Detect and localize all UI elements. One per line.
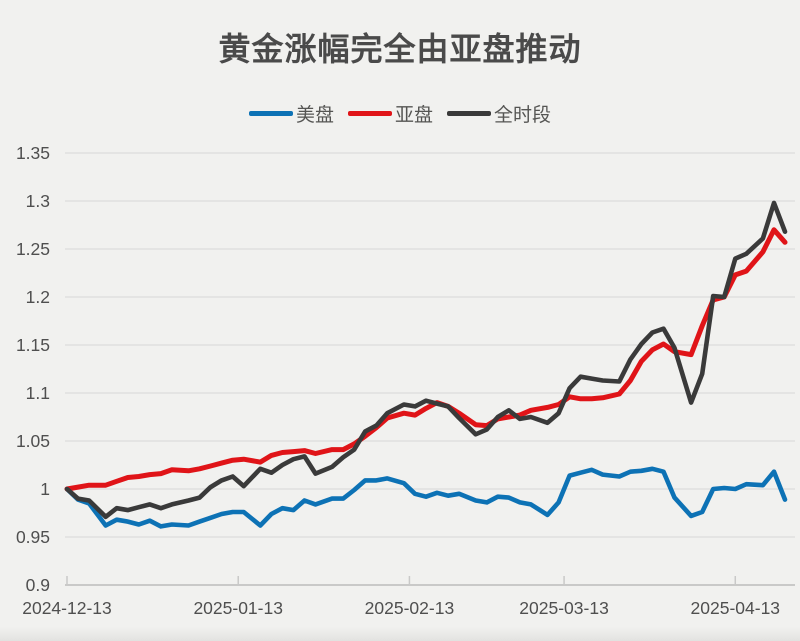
y-tick-label-1.2: 1.2 [26, 287, 50, 307]
y-tick-label-0.9: 0.9 [26, 575, 50, 595]
legend-swatch-full [447, 110, 491, 116]
legend-label-asia: 亚盘 [394, 104, 433, 126]
legend-item-us: 美盘 [248, 100, 334, 127]
series-line-full [64, 200, 788, 520]
x-tick-label-2025-03-13: 2025-03-13 [519, 598, 609, 618]
y-tick-label-1.35: 1.35 [16, 143, 50, 163]
legend-item-full: 全时段 [447, 100, 551, 127]
series-line-asia [64, 227, 788, 492]
x-tick-label-2024-12-13: 2024-12-13 [22, 598, 112, 618]
y-tick-label-1.25: 1.25 [16, 239, 50, 259]
y-tick-label-1.1: 1.1 [26, 383, 50, 403]
legend-swatch-us [248, 110, 293, 116]
y-tick-label-1.3: 1.3 [26, 191, 50, 211]
y-tick-label-1: 1 [40, 479, 50, 499]
y-tick-label-1.05: 1.05 [16, 431, 50, 451]
chart-title: 黄金涨幅完全由亚盘推动 [218, 31, 582, 67]
legend-label-full: 全时段 [494, 104, 552, 126]
chart-legend: 美盘 亚盘 全时段 [0, 100, 800, 127]
y-tick-label-1.15: 1.15 [16, 335, 50, 355]
bottom-edge-shade [0, 627, 800, 641]
x-tick-label-2025-04-13: 2025-04-13 [691, 598, 781, 618]
legend-swatch-asia [347, 110, 392, 116]
y-tick-label-0.95: 0.95 [16, 527, 50, 547]
series-line-us [64, 466, 788, 529]
x-tick-label-2025-01-13: 2025-01-13 [193, 598, 283, 618]
x-tick-label-2025-02-13: 2025-02-13 [365, 598, 455, 618]
legend-item-asia: 亚盘 [347, 100, 433, 127]
legend-label-us: 美盘 [295, 104, 334, 126]
